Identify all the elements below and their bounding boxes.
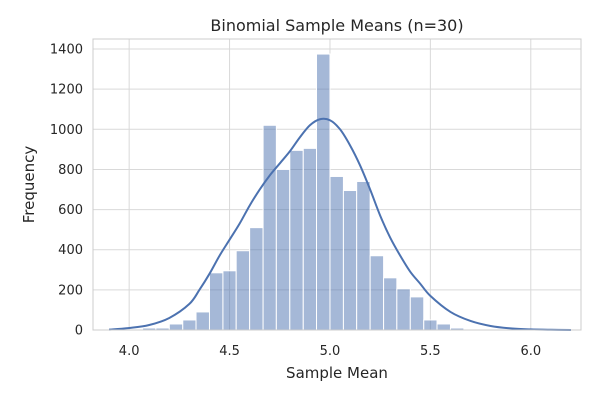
histogram-bar [235,250,251,331]
histogram-bar [289,149,304,331]
histogram-bar [356,180,371,331]
histogram-bars [142,53,478,331]
histogram-bar [316,53,331,331]
histogram-bar [409,296,425,331]
plot-frame [92,38,582,331]
x-axis-label: Sample Mean [286,364,388,382]
kde-curve [108,117,571,331]
x-tick-label: 6.0 [520,344,541,359]
histogram-bar [249,227,264,331]
kde-line [108,117,571,331]
histogram-bar [182,319,197,331]
histogram-bar [302,147,318,331]
y-tick-label: 200 [58,283,83,298]
x-tick-label: 4.5 [219,344,240,359]
histogram-bar [342,190,358,331]
y-tick-label: 1200 [50,83,83,98]
histogram-bar [383,277,398,331]
histogram-bar [208,272,224,331]
histogram-bar [436,323,451,331]
y-axis-ticks: 0 200 400 600 800 1000 1200 1400 [50,43,83,339]
x-tick-label: 5.5 [420,344,441,359]
histogram-bar [423,319,438,331]
y-tick-label: 600 [58,203,83,218]
y-tick-label: 1000 [50,123,83,138]
x-axis-ticks: 4.0 4.5 5.0 5.5 6.0 [119,344,541,359]
y-tick-label: 400 [58,243,83,258]
x-tick-label: 4.0 [119,344,140,359]
x-tick-label: 5.0 [320,344,341,359]
histogram-bar [275,168,291,331]
histogram-bar [329,175,344,331]
histogram-bar [262,124,277,331]
y-axis-label: Frequency [20,146,38,224]
y-tick-label: 0 [75,324,83,339]
histogram-bar [222,270,237,331]
histogram-bar [396,288,411,331]
histogram-bar [369,255,385,331]
histogram-bar [168,323,184,331]
histogram-bar [195,311,210,331]
y-tick-label: 1400 [50,43,83,58]
y-tick-label: 800 [58,163,83,178]
chart-title: Binomial Sample Means (n=30) [210,16,463,35]
